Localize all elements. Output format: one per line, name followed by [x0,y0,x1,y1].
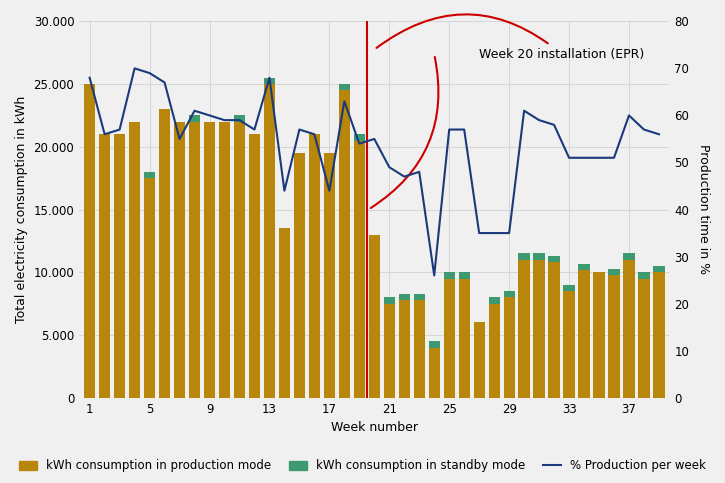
Y-axis label: Total electricity consumption in kWh: Total electricity consumption in kWh [15,96,28,323]
Bar [264,84,275,398]
Bar [608,275,620,398]
Bar [114,134,125,398]
Bar [234,122,245,398]
Bar [159,109,170,398]
Bar [144,172,155,178]
Bar [653,272,665,398]
Bar [548,262,560,398]
Bar [563,291,575,398]
Bar [339,90,350,398]
Bar [503,298,515,398]
Bar [309,134,320,398]
Bar [624,254,634,260]
Bar [518,254,530,260]
Bar [608,269,620,275]
Bar [234,115,245,122]
Bar [638,279,650,398]
Bar [324,153,335,398]
Bar [339,84,350,90]
Bar [428,348,440,398]
Bar [534,260,544,398]
Bar [489,304,500,398]
Bar [444,279,455,398]
Bar [204,122,215,398]
Bar [428,341,440,348]
Bar [563,285,575,291]
Bar [369,235,380,398]
Bar [638,272,650,279]
Bar [279,228,290,398]
Bar [444,272,455,279]
Bar [579,270,589,398]
Bar [99,134,110,398]
Bar [399,300,410,398]
Bar [459,279,470,398]
Bar [384,304,395,398]
Bar [459,272,470,279]
Bar [189,122,200,398]
Bar [518,260,530,398]
Bar [84,84,95,398]
Legend: kWh consumption in production mode, kWh consumption in standby mode, % Productio: kWh consumption in production mode, kWh … [14,455,710,477]
Bar [503,291,515,298]
Bar [354,141,365,398]
Bar [144,178,155,398]
Bar [399,294,410,300]
Bar [354,134,365,141]
Text: Week 20 installation (EPR): Week 20 installation (EPR) [376,14,645,61]
Bar [414,300,425,398]
Bar [249,134,260,398]
Bar [473,323,485,398]
Bar [534,254,544,260]
Bar [653,266,665,272]
Y-axis label: Production time in %: Production time in % [697,144,710,275]
Bar [548,256,560,262]
Bar [384,298,395,304]
Bar [624,260,634,398]
Bar [414,294,425,300]
Bar [129,122,140,398]
Bar [579,264,589,270]
Bar [264,78,275,84]
Bar [174,122,185,398]
Bar [219,122,230,398]
Bar [294,153,305,398]
Bar [489,298,500,304]
X-axis label: Week number: Week number [331,421,418,434]
Bar [593,272,605,398]
Bar [189,115,200,122]
